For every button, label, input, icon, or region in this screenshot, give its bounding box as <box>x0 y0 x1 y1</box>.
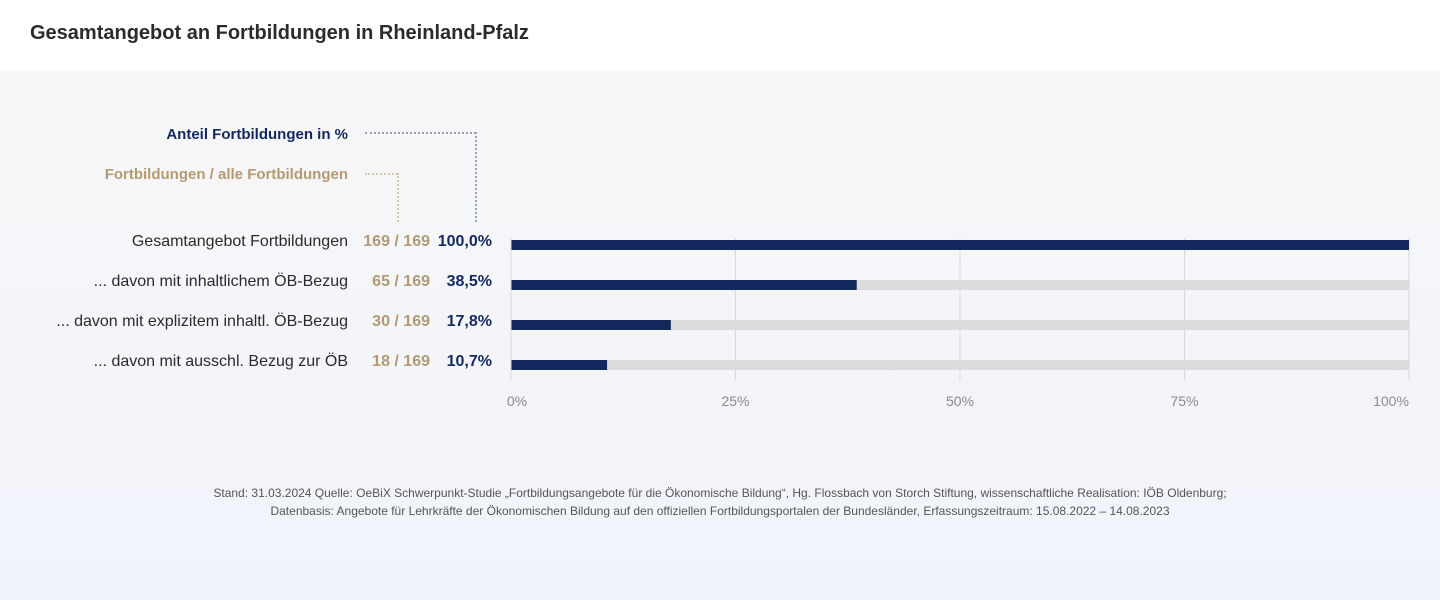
bar <box>511 280 857 290</box>
percent-label: 10,7% <box>446 353 492 370</box>
x-tick-label: 50% <box>946 393 974 409</box>
x-tick-label: 100% <box>1373 393 1409 409</box>
legend-percent-leader-v <box>475 132 477 222</box>
bar <box>511 240 1409 250</box>
header: Gesamtangebot an Fortbildungen in Rheinl… <box>0 0 1440 70</box>
count-label: 65 / 169 <box>372 273 430 290</box>
count-label: 169 / 169 <box>363 233 430 250</box>
category-label: Gesamtangebot Fortbildungen <box>131 233 348 250</box>
x-tick-label: 25% <box>721 393 749 409</box>
percent-label: 38,5% <box>446 273 492 290</box>
x-tick-label: 0% <box>507 393 527 409</box>
chart-panel <box>0 70 1440 600</box>
legend-count-leader <box>365 173 398 175</box>
category-label: ... davon mit inhaltlichem ÖB-Bezug <box>93 273 348 290</box>
count-label: 18 / 169 <box>372 353 430 370</box>
bar <box>511 360 608 370</box>
percent-label: 100,0% <box>437 233 492 250</box>
legend-count-leader-v <box>397 173 399 222</box>
x-tick-label: 75% <box>1170 393 1198 409</box>
footer-database: Datenbasis: Angebote für Lehrkräfte der … <box>270 504 1170 518</box>
count-label: 30 / 169 <box>372 313 430 330</box>
legend-count: Fortbildungen / alle Fortbildungen <box>104 166 348 183</box>
legend-percent-leader <box>365 132 476 134</box>
category-label: ... davon mit ausschl. Bezug zur ÖB <box>93 353 348 370</box>
page-title: Gesamtangebot an Fortbildungen in Rheinl… <box>30 22 529 44</box>
legend-percent: Anteil Fortbildungen in % <box>166 126 348 143</box>
footer-source: Stand: 31.03.2024 Quelle: OeBiX Schwerpu… <box>213 486 1227 500</box>
category-label: ... davon mit explizitem inhaltl. ÖB-Bez… <box>56 313 348 330</box>
percent-label: 17,8% <box>446 313 492 330</box>
bar <box>511 320 671 330</box>
